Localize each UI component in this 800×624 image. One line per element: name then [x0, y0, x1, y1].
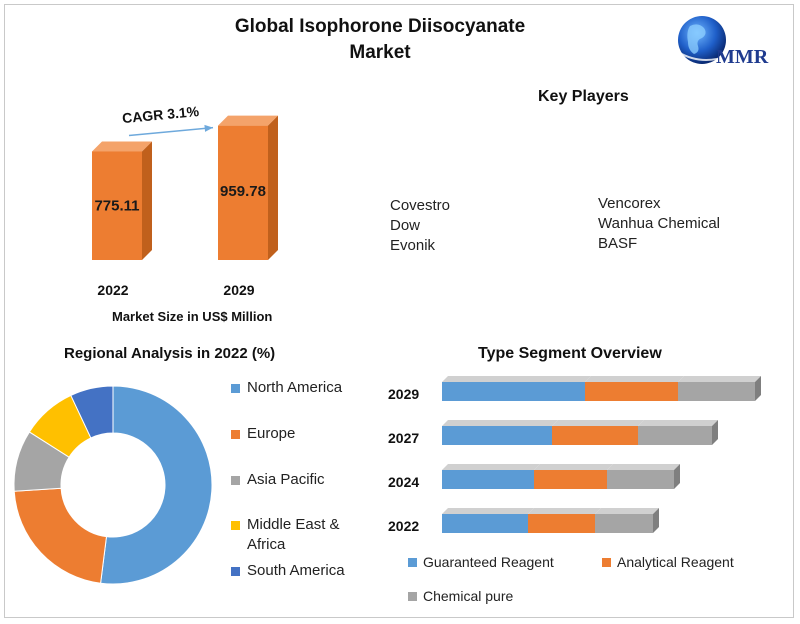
orbit-swoosh [677, 41, 753, 61]
key-players-right: Vencorex Wanhua Chemical BASF [598, 194, 720, 254]
segment-top [678, 376, 761, 382]
legend-label: Europe [247, 425, 296, 442]
segment-top [552, 420, 644, 426]
type-segment-title: Type Segment Overview [478, 345, 662, 362]
legend-item: North America [231, 378, 367, 398]
segment-top [442, 464, 540, 470]
type-segment-chart: 2029 2027 2024 2022 [388, 376, 761, 534]
donut-slice [70, 385, 114, 439]
segment-top [442, 376, 591, 382]
segment-bar [442, 470, 534, 489]
logo-text: MMR [716, 46, 769, 68]
market-size-chart: 775.11 2022 959.78 2029 CAGR 3.1% [92, 103, 278, 298]
legend-item: Middle East & Africa [231, 515, 367, 555]
year-label: 2027 [388, 430, 419, 446]
infographic-frame [4, 4, 794, 618]
segment-bar [638, 426, 712, 445]
segment-side [755, 376, 761, 401]
player-name: Wanhua Chemical [598, 215, 720, 232]
player-name: Covestro [390, 197, 451, 214]
legend-swatch [408, 557, 417, 567]
segment-bar [552, 426, 638, 445]
legend-item: Europe [231, 424, 367, 444]
mmr-logo [677, 16, 753, 64]
legend-label: Chemical pure [423, 588, 514, 604]
segment-bar [528, 514, 595, 533]
year-label: 2022 [388, 518, 419, 534]
segment-top [442, 508, 534, 514]
segment-top [442, 420, 558, 426]
legend-item: Guaranteed Reagent [408, 554, 554, 570]
player-name: Vencorex [598, 195, 661, 212]
player-name: Dow [390, 217, 421, 234]
regional-donut-chart [13, 385, 213, 585]
player-name: BASF [598, 235, 638, 252]
legend-label: Middle East & Africa [247, 516, 340, 553]
player-name: Evonik [390, 237, 436, 254]
donut-slice [13, 487, 108, 584]
legend-item: Chemical pure [408, 588, 513, 604]
segment-top [638, 420, 718, 426]
category-label: 2022 [97, 282, 128, 298]
legend-swatch [231, 384, 240, 393]
title-line-1: Global Isophorone Diisocyanate [234, 16, 526, 37]
bar-top [218, 115, 278, 126]
segment-bar [442, 426, 552, 445]
year-label: 2029 [388, 386, 419, 402]
bar-top [92, 141, 152, 152]
key-players-left: Covestro Dow Evonik [390, 196, 450, 256]
segment-bar [678, 382, 755, 401]
bar-side [142, 141, 152, 260]
legend-item: Analytical Reagent [602, 554, 734, 570]
segment-side [653, 508, 659, 533]
type-segment-legend: Guaranteed Reagent Analytical Reagent Chem… [408, 552, 788, 612]
continent-shape [687, 24, 706, 54]
segment-top [528, 508, 601, 514]
legend-label: Asia Pacific [247, 471, 325, 488]
segment-bar [585, 382, 678, 401]
legend-swatch [231, 476, 240, 485]
segment-top [585, 376, 684, 382]
year-label: 2024 [388, 474, 419, 490]
title-line-2: Market [349, 42, 411, 63]
segment-top [595, 508, 659, 514]
legend-label: South America [247, 562, 345, 579]
segment-side [674, 464, 680, 489]
legend-label: North America [247, 379, 343, 396]
legend-swatch [231, 567, 240, 576]
cagr-arrow [128, 126, 214, 137]
legend-label: Analytical Reagent [617, 554, 734, 570]
legend-swatch [602, 557, 611, 567]
segment-side [712, 420, 718, 445]
regional-analysis-title: Regional Analysis in 2022 (%) [64, 345, 276, 362]
bar [92, 151, 142, 260]
legend-label: Guaranteed Reagent [423, 554, 554, 570]
legend-item: Asia Pacific [231, 470, 367, 490]
market-size-label: Market Size in US$ Million [112, 309, 273, 324]
segment-top [607, 464, 680, 470]
bar-value-label: 959.78 [220, 183, 266, 200]
page-title: Global Isophorone Diisocyanate Market [200, 14, 560, 66]
bar [218, 125, 268, 260]
key-players-title: Key Players [538, 88, 629, 105]
bar-value-label: 775.11 [94, 197, 139, 214]
cagr-arrowhead [204, 124, 213, 132]
segment-bar [595, 514, 653, 533]
legend-swatch [408, 591, 417, 601]
category-label: 2029 [223, 282, 254, 298]
legend-swatch [231, 521, 240, 530]
cagr-label: CAGR 3.1% [121, 103, 200, 126]
bar-side [268, 115, 278, 260]
legend-item: South America [231, 561, 367, 581]
segment-bar [442, 514, 528, 533]
segment-bar [442, 382, 585, 401]
donut-slice [100, 385, 213, 585]
segment-bar [607, 470, 674, 489]
segment-bar [534, 470, 607, 489]
legend-swatch [231, 430, 240, 439]
segment-top [534, 464, 613, 470]
